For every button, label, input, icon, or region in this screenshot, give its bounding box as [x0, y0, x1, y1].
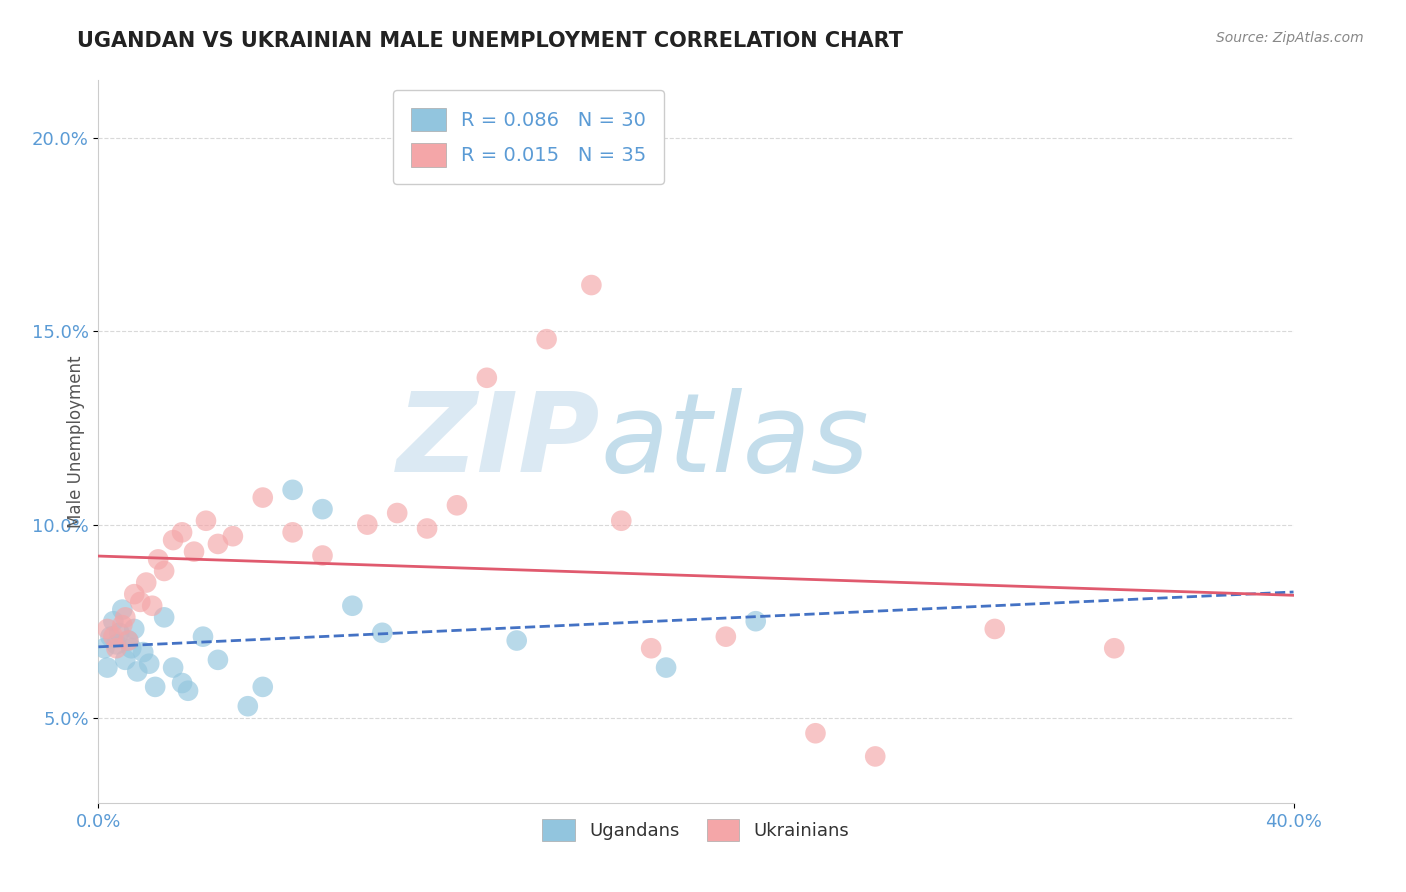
Point: [162, 660, 184, 674]
Point: [103, 630, 125, 644]
Point: [108, 625, 131, 640]
Point: [804, 726, 827, 740]
Point: [148, 552, 170, 566]
Point: [135, 575, 157, 590]
Point: [222, 529, 245, 543]
Point: [141, 599, 163, 613]
Point: [536, 332, 558, 346]
Text: UGANDAN VS UKRAINIAN MALE UNEMPLOYMENT CORRELATION CHART: UGANDAN VS UKRAINIAN MALE UNEMPLOYMENT C…: [77, 31, 903, 51]
Point: [177, 683, 200, 698]
Point: [385, 506, 409, 520]
Point: [281, 483, 304, 497]
Point: [124, 587, 146, 601]
Point: [96, 660, 118, 674]
Point: [98, 630, 122, 644]
Point: [191, 630, 214, 644]
Point: [162, 533, 184, 547]
Point: [236, 699, 259, 714]
Point: [93, 641, 115, 656]
Legend: Ugandans, Ukrainians: Ugandans, Ukrainians: [536, 812, 856, 848]
Point: [103, 614, 125, 628]
Point: [865, 749, 887, 764]
Point: [105, 637, 128, 651]
Point: [172, 676, 194, 690]
Point: [105, 641, 128, 656]
Point: [120, 641, 142, 656]
Point: [207, 653, 229, 667]
Point: [124, 622, 146, 636]
Point: [342, 599, 364, 613]
Point: [252, 491, 274, 505]
Point: [416, 521, 439, 535]
Point: [311, 549, 333, 563]
Point: [117, 633, 139, 648]
Text: Source: ZipAtlas.com: Source: ZipAtlas.com: [1216, 31, 1364, 45]
Point: [371, 625, 394, 640]
Point: [111, 602, 134, 616]
Point: [281, 525, 304, 540]
Point: [153, 564, 176, 578]
Point: [111, 618, 134, 632]
Point: [610, 514, 633, 528]
Point: [114, 653, 136, 667]
Point: [984, 622, 1007, 636]
Point: [114, 610, 136, 624]
Point: [475, 371, 498, 385]
Point: [129, 595, 152, 609]
Point: [745, 614, 768, 628]
Point: [655, 660, 678, 674]
Point: [127, 665, 149, 679]
Point: [132, 645, 155, 659]
Text: atlas: atlas: [600, 388, 869, 495]
Point: [1104, 641, 1126, 656]
Point: [640, 641, 662, 656]
Point: [252, 680, 274, 694]
Point: [581, 278, 603, 293]
Point: [195, 514, 218, 528]
Point: [311, 502, 333, 516]
Point: [138, 657, 160, 671]
Text: ZIP: ZIP: [396, 388, 600, 495]
Point: [153, 610, 176, 624]
Point: [714, 630, 737, 644]
Point: [183, 544, 205, 558]
Point: [446, 498, 468, 512]
Point: [172, 525, 194, 540]
Point: [143, 680, 166, 694]
Point: [506, 633, 529, 648]
Point: [207, 537, 229, 551]
Y-axis label: Male Unemployment: Male Unemployment: [66, 355, 84, 528]
Point: [96, 622, 118, 636]
Point: [117, 633, 139, 648]
Point: [356, 517, 378, 532]
